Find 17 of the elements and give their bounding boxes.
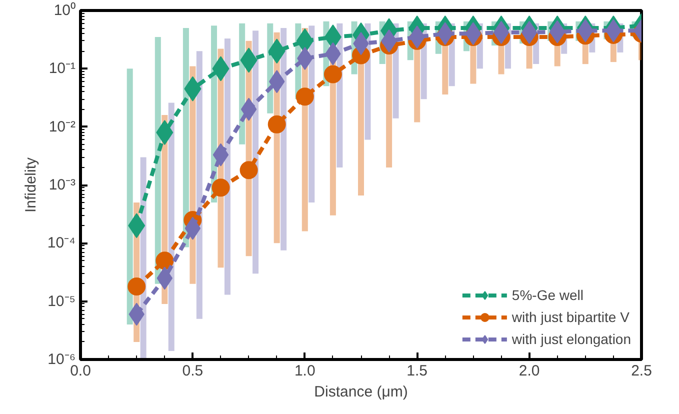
y-axis-title: Infidelity (22, 156, 40, 213)
x-axis-title: Distance (μm) (314, 384, 408, 400)
y-tick-label: 10⁻⁴ (47, 234, 76, 252)
x-tick-label: 2.5 (631, 362, 652, 380)
x-tick-label: 2.0 (518, 362, 540, 380)
x-tick-label: 0.0 (70, 362, 91, 380)
legend-label: with just elongation (512, 331, 631, 347)
y-tick-label: 10⁻² (48, 118, 76, 136)
legend-label: 5%-Ge well (512, 287, 584, 303)
y-tick-label: 10⁰ (54, 2, 76, 19)
legend-label: with just bipartite V (512, 309, 630, 325)
x-tick-label: 0.5 (182, 362, 204, 380)
x-tick-label: 1.0 (294, 362, 316, 380)
y-tick-label: 10⁻⁵ (48, 292, 76, 310)
x-tick-label: 1.5 (406, 362, 428, 380)
y-tick-label: 10⁻³ (48, 176, 76, 194)
y-tick-label: 10⁻¹ (48, 60, 76, 78)
